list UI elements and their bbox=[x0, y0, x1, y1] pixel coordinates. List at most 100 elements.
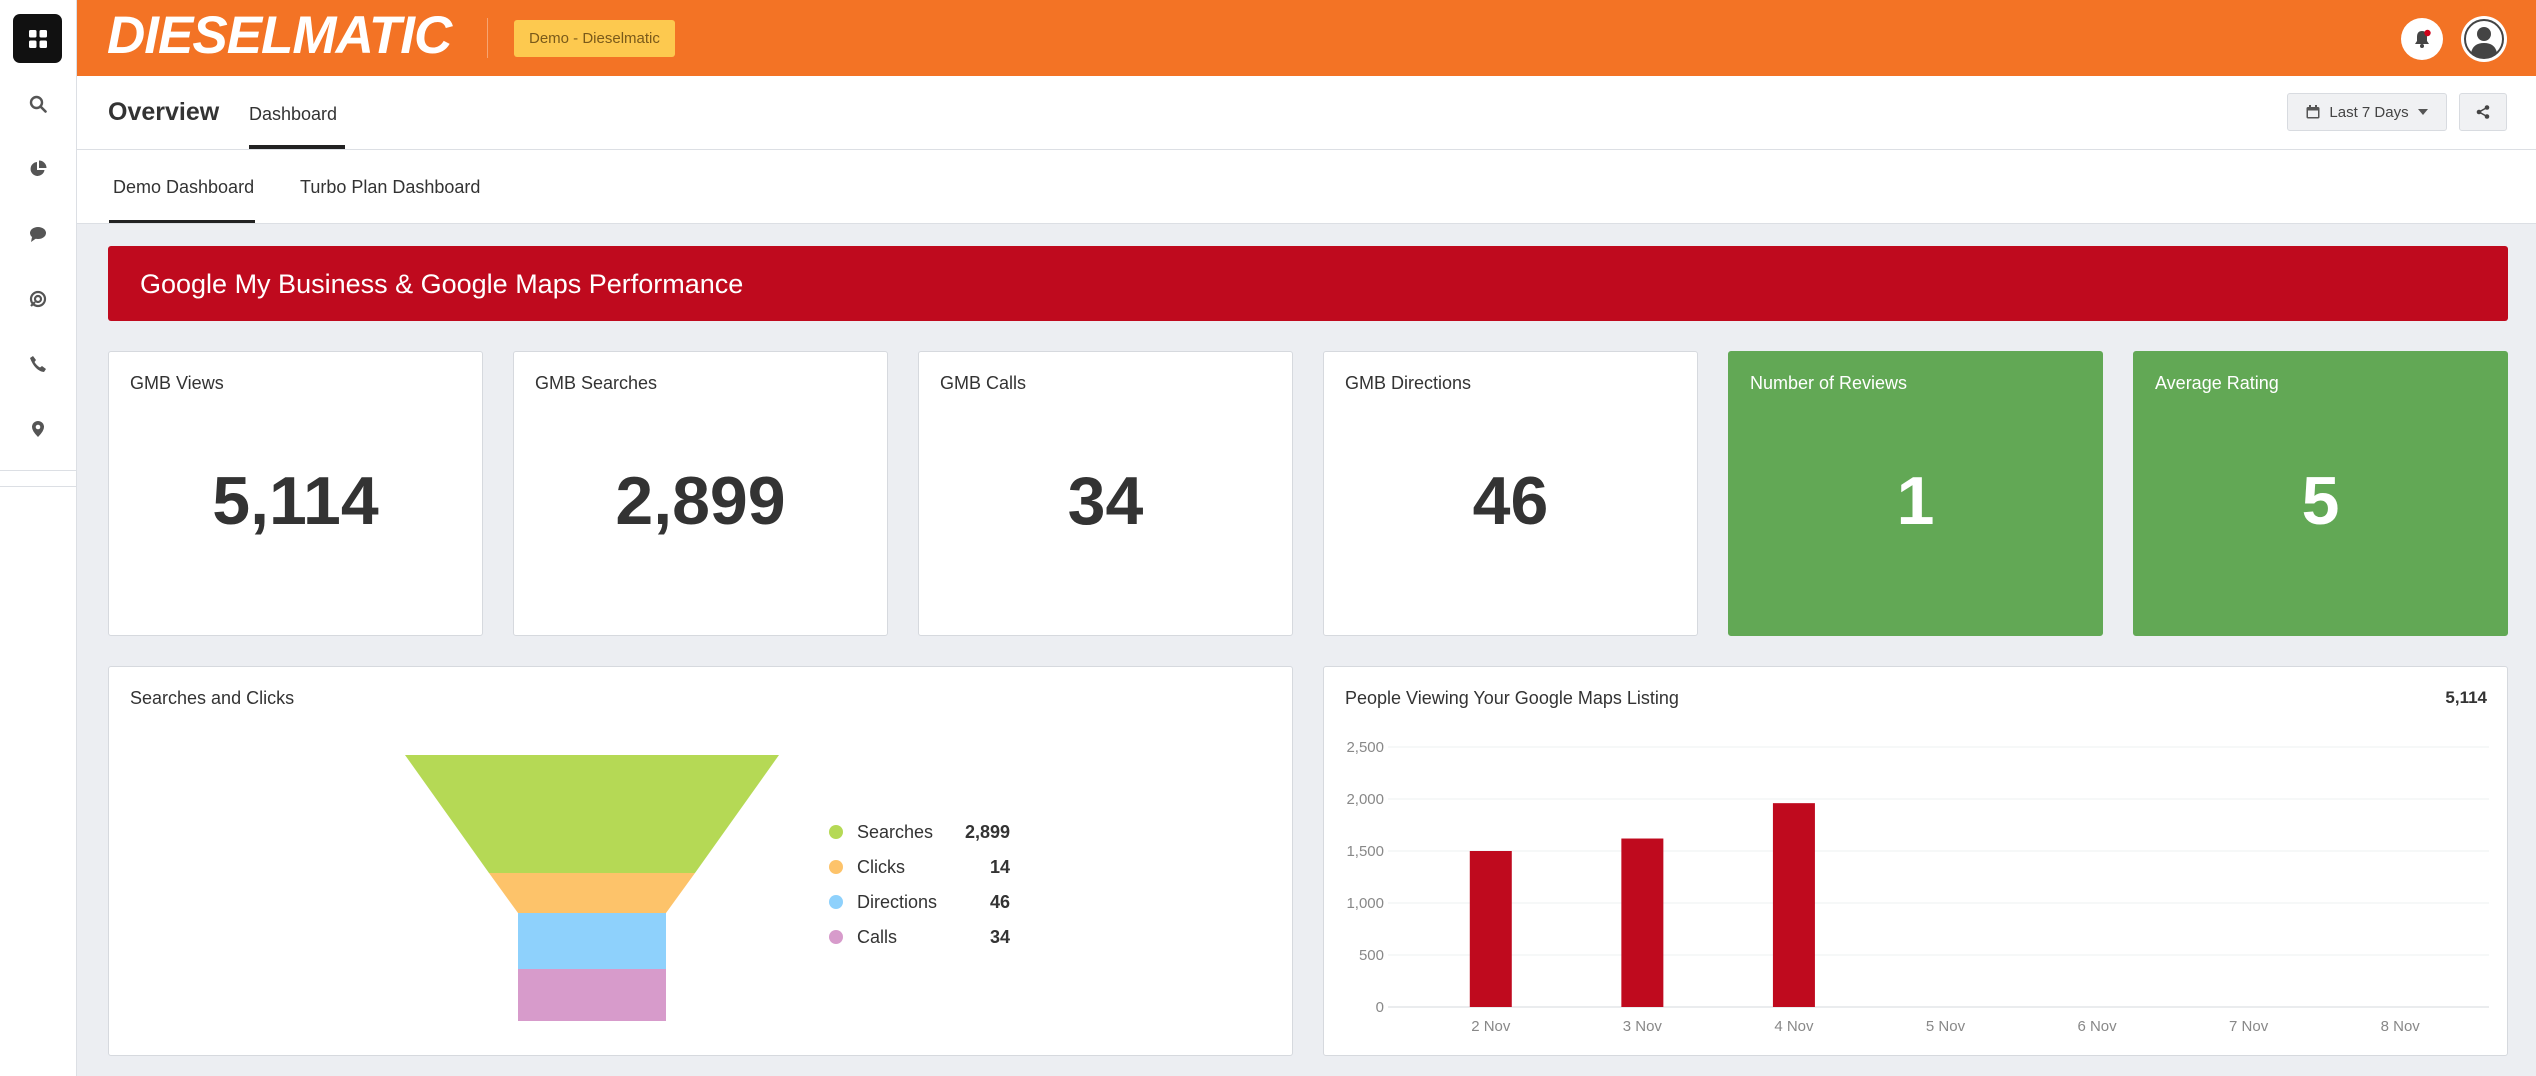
legend-label: Clicks bbox=[857, 856, 905, 877]
kpi-label: GMB Searches bbox=[535, 373, 658, 393]
active-tab-indicator bbox=[109, 220, 255, 223]
tab-turbo-plan-dashboard[interactable]: Turbo Plan Dashboard bbox=[300, 177, 481, 197]
kpi-card-number-of-reviews[interactable]: Number of Reviews 1 bbox=[1728, 351, 2103, 636]
bar-3-nov[interactable] bbox=[1621, 838, 1664, 1007]
kpi-value: 34 bbox=[1067, 463, 1144, 539]
kpi-label: GMB Views bbox=[130, 373, 224, 393]
legend-dot bbox=[829, 930, 843, 944]
page-title: Overview bbox=[108, 98, 220, 126]
kpi-value: 2,899 bbox=[615, 463, 786, 539]
x-tick-label: 8 Nov bbox=[2381, 1018, 2421, 1035]
logo[interactable]: DIESELMATIC bbox=[107, 6, 452, 65]
kpi-value: 5 bbox=[2301, 463, 2340, 539]
header-divider bbox=[487, 18, 488, 58]
legend-value: 14 bbox=[989, 856, 1010, 877]
funnel-stage-searches[interactable] bbox=[405, 755, 779, 873]
funnel-chart bbox=[405, 755, 779, 1021]
legend-item-searches[interactable]: Searches 2,899 bbox=[829, 821, 1010, 843]
legend-dot bbox=[829, 825, 843, 839]
panel-total: 5,114 bbox=[2445, 688, 2487, 707]
user-avatar[interactable] bbox=[2461, 16, 2507, 62]
calendar-icon bbox=[2306, 105, 2320, 119]
legend-value: 34 bbox=[989, 926, 1010, 947]
bar-chart-panel: People Viewing Your Google Maps Listing … bbox=[1323, 666, 2508, 1056]
sidebar-item-dashboard[interactable] bbox=[13, 14, 62, 63]
x-tick-label: 5 Nov bbox=[1926, 1018, 1966, 1035]
kpi-card-gmb-directions[interactable]: GMB Directions 46 bbox=[1323, 351, 1698, 636]
funnel-stage-clicks[interactable] bbox=[489, 873, 695, 913]
share-icon bbox=[2476, 105, 2490, 119]
sidebar-item-integrations[interactable] bbox=[26, 287, 50, 311]
y-tick-label: 500 bbox=[1359, 947, 1384, 964]
y-tick-label: 0 bbox=[1376, 999, 1384, 1016]
date-range-button[interactable]: Last 7 Days bbox=[2287, 93, 2447, 131]
date-range-label: Last 7 Days bbox=[2329, 103, 2409, 121]
sidebar-item-search[interactable] bbox=[26, 92, 50, 116]
section-banner: Google My Business & Google Maps Perform… bbox=[108, 246, 2508, 321]
x-tick-label: 4 Nov bbox=[1774, 1018, 1814, 1035]
sidebar-divider bbox=[0, 486, 77, 487]
caret-down-icon bbox=[2417, 109, 2428, 115]
legend-item-calls[interactable]: Calls 34 bbox=[829, 926, 1010, 948]
share-button[interactable] bbox=[2459, 93, 2507, 131]
legend-dot bbox=[829, 895, 843, 909]
funnel-stage-calls[interactable] bbox=[518, 969, 666, 1021]
top-header: DIESELMATIC Demo - Dieselmatic bbox=[77, 0, 2536, 76]
sidebar-item-reports[interactable] bbox=[26, 157, 50, 181]
pie-chart-icon bbox=[30, 160, 47, 176]
legend-label: Calls bbox=[857, 926, 898, 947]
kpi-label: GMB Directions bbox=[1345, 373, 1472, 393]
sidebar-item-locations[interactable] bbox=[26, 417, 50, 441]
sidebar-divider bbox=[0, 470, 77, 471]
y-tick-label: 2,000 bbox=[1346, 791, 1384, 808]
kpi-value: 1 bbox=[1896, 463, 1935, 539]
sidebar-item-messages[interactable] bbox=[26, 222, 50, 246]
y-tick-label: 2,500 bbox=[1346, 739, 1384, 756]
bar-4-nov[interactable] bbox=[1772, 803, 1815, 1007]
panel-title: Searches and Clicks bbox=[130, 688, 295, 708]
tab-dashboard[interactable]: Dashboard bbox=[249, 104, 338, 124]
map-pin-icon bbox=[32, 421, 44, 437]
funnel-stage-directions[interactable] bbox=[518, 913, 666, 969]
y-tick-label: 1,500 bbox=[1346, 843, 1384, 860]
kpi-label: Number of Reviews bbox=[1750, 373, 1908, 393]
funnel-panel: Searches and Clicks Searches 2,899 Clicks 1… bbox=[108, 666, 1293, 1056]
phone-icon bbox=[30, 356, 46, 372]
tab-demo-dashboard[interactable]: Demo Dashboard bbox=[113, 177, 255, 197]
x-tick-label: 7 Nov bbox=[2229, 1018, 2269, 1035]
kpi-value: 5,114 bbox=[212, 463, 379, 539]
user-icon bbox=[2464, 19, 2504, 59]
overview-bar: Overview Dashboard Last 7 Days bbox=[77, 76, 2536, 150]
kpi-card-gmb-searches[interactable]: GMB Searches 2,899 bbox=[513, 351, 888, 636]
legend-value: 2,899 bbox=[964, 821, 1010, 842]
x-tick-label: 3 Nov bbox=[1623, 1018, 1663, 1035]
x-tick-label: 6 Nov bbox=[2077, 1018, 2117, 1035]
bell-icon bbox=[2415, 29, 2431, 48]
kpi-label: Average Rating bbox=[2155, 373, 2279, 393]
grid-icon bbox=[28, 29, 47, 48]
x-tick-label: 2 Nov bbox=[1471, 1018, 1511, 1035]
demo-badge[interactable]: Demo - Dieselmatic bbox=[514, 20, 675, 57]
bar-chart: 0 500 1,000 1,500 2,000 2,500 2 Nov 3 Nov 4 Nov 5… bbox=[1346, 739, 2489, 1035]
legend-value: 46 bbox=[989, 891, 1010, 912]
kpi-card-average-rating[interactable]: Average Rating 5 bbox=[2133, 351, 2508, 636]
notifications-button[interactable] bbox=[2401, 18, 2443, 60]
active-tab-indicator bbox=[249, 145, 345, 149]
legend-label: Searches bbox=[857, 821, 934, 842]
bar-2-nov[interactable] bbox=[1469, 851, 1512, 1007]
swirl-icon bbox=[29, 290, 47, 308]
kpi-value: 46 bbox=[1472, 463, 1549, 539]
sidebar bbox=[0, 0, 77, 1076]
kpi-card-gmb-calls[interactable]: GMB Calls 34 bbox=[918, 351, 1293, 636]
kpi-label: GMB Calls bbox=[940, 373, 1027, 393]
legend-item-clicks[interactable]: Clicks 14 bbox=[829, 856, 1010, 878]
legend-label: Directions bbox=[857, 891, 938, 912]
legend-item-directions[interactable]: Directions 46 bbox=[829, 891, 1010, 913]
legend-dot bbox=[829, 860, 843, 874]
sidebar-item-calls[interactable] bbox=[26, 352, 50, 376]
section-title: Google My Business & Google Maps Perform… bbox=[140, 269, 744, 299]
y-tick-label: 1,000 bbox=[1346, 895, 1384, 912]
kpi-card-gmb-views[interactable]: GMB Views 5,114 bbox=[108, 351, 483, 636]
panel-title: People Viewing Your Google Maps Listing bbox=[1345, 688, 1679, 708]
chat-icon bbox=[30, 227, 46, 242]
